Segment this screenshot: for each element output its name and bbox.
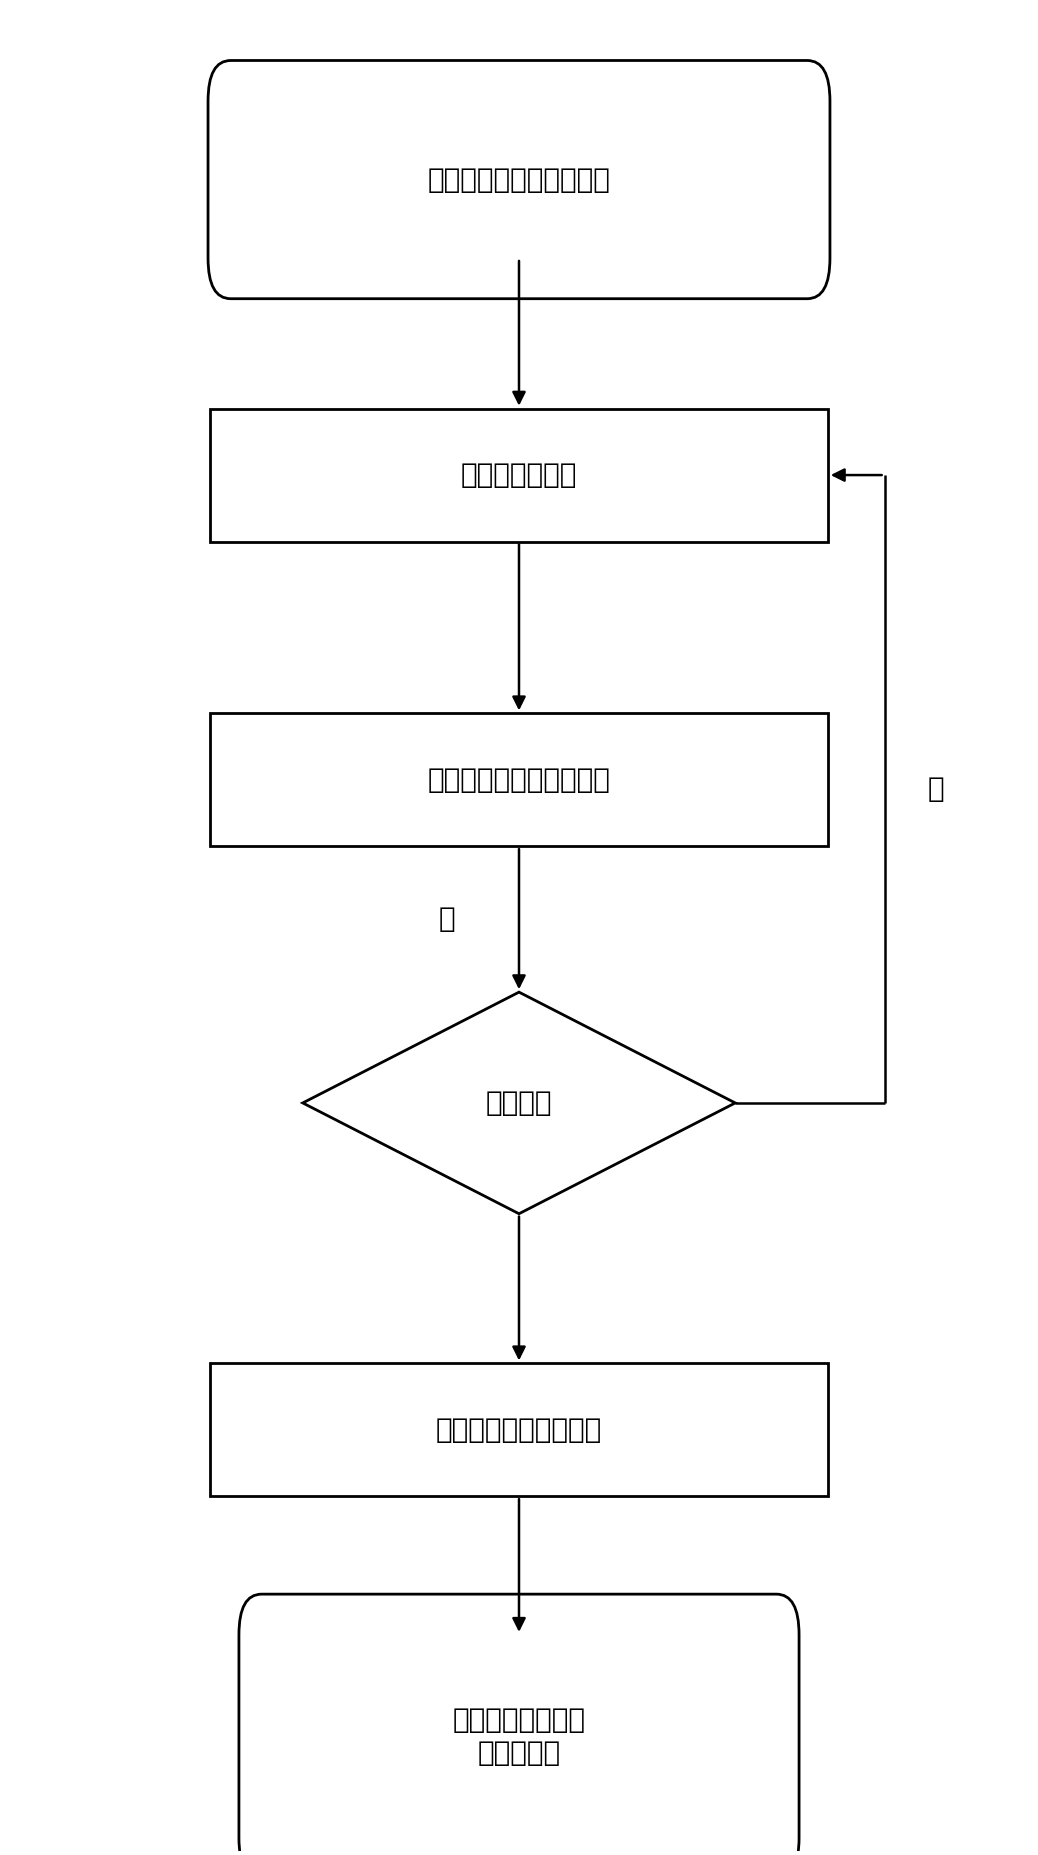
Bar [210,1363,828,1497]
Text: 否: 否 [928,775,945,803]
Text: 检测合格: 检测合格 [486,1089,552,1117]
Text: 预制齿滚轮设计: 预制齿滚轮设计 [461,462,577,490]
Bar [210,408,828,542]
Polygon shape [303,992,735,1213]
FancyBboxPatch shape [239,1593,799,1855]
Text: 金属板三维流场结构设计: 金属板三维流场结构设计 [428,165,610,193]
Text: 分度铣削预制齿滚轮成型: 分度铣削预制齿滚轮成型 [428,766,610,794]
Text: 压电实时监测滚压孔隙: 压电实时监测滚压孔隙 [436,1415,602,1443]
Bar [210,714,828,846]
FancyBboxPatch shape [208,61,830,299]
Text: 压模成型阴极板三
维流场结构: 压模成型阴极板三 维流场结构 [453,1707,585,1766]
Text: 是: 是 [439,905,456,933]
